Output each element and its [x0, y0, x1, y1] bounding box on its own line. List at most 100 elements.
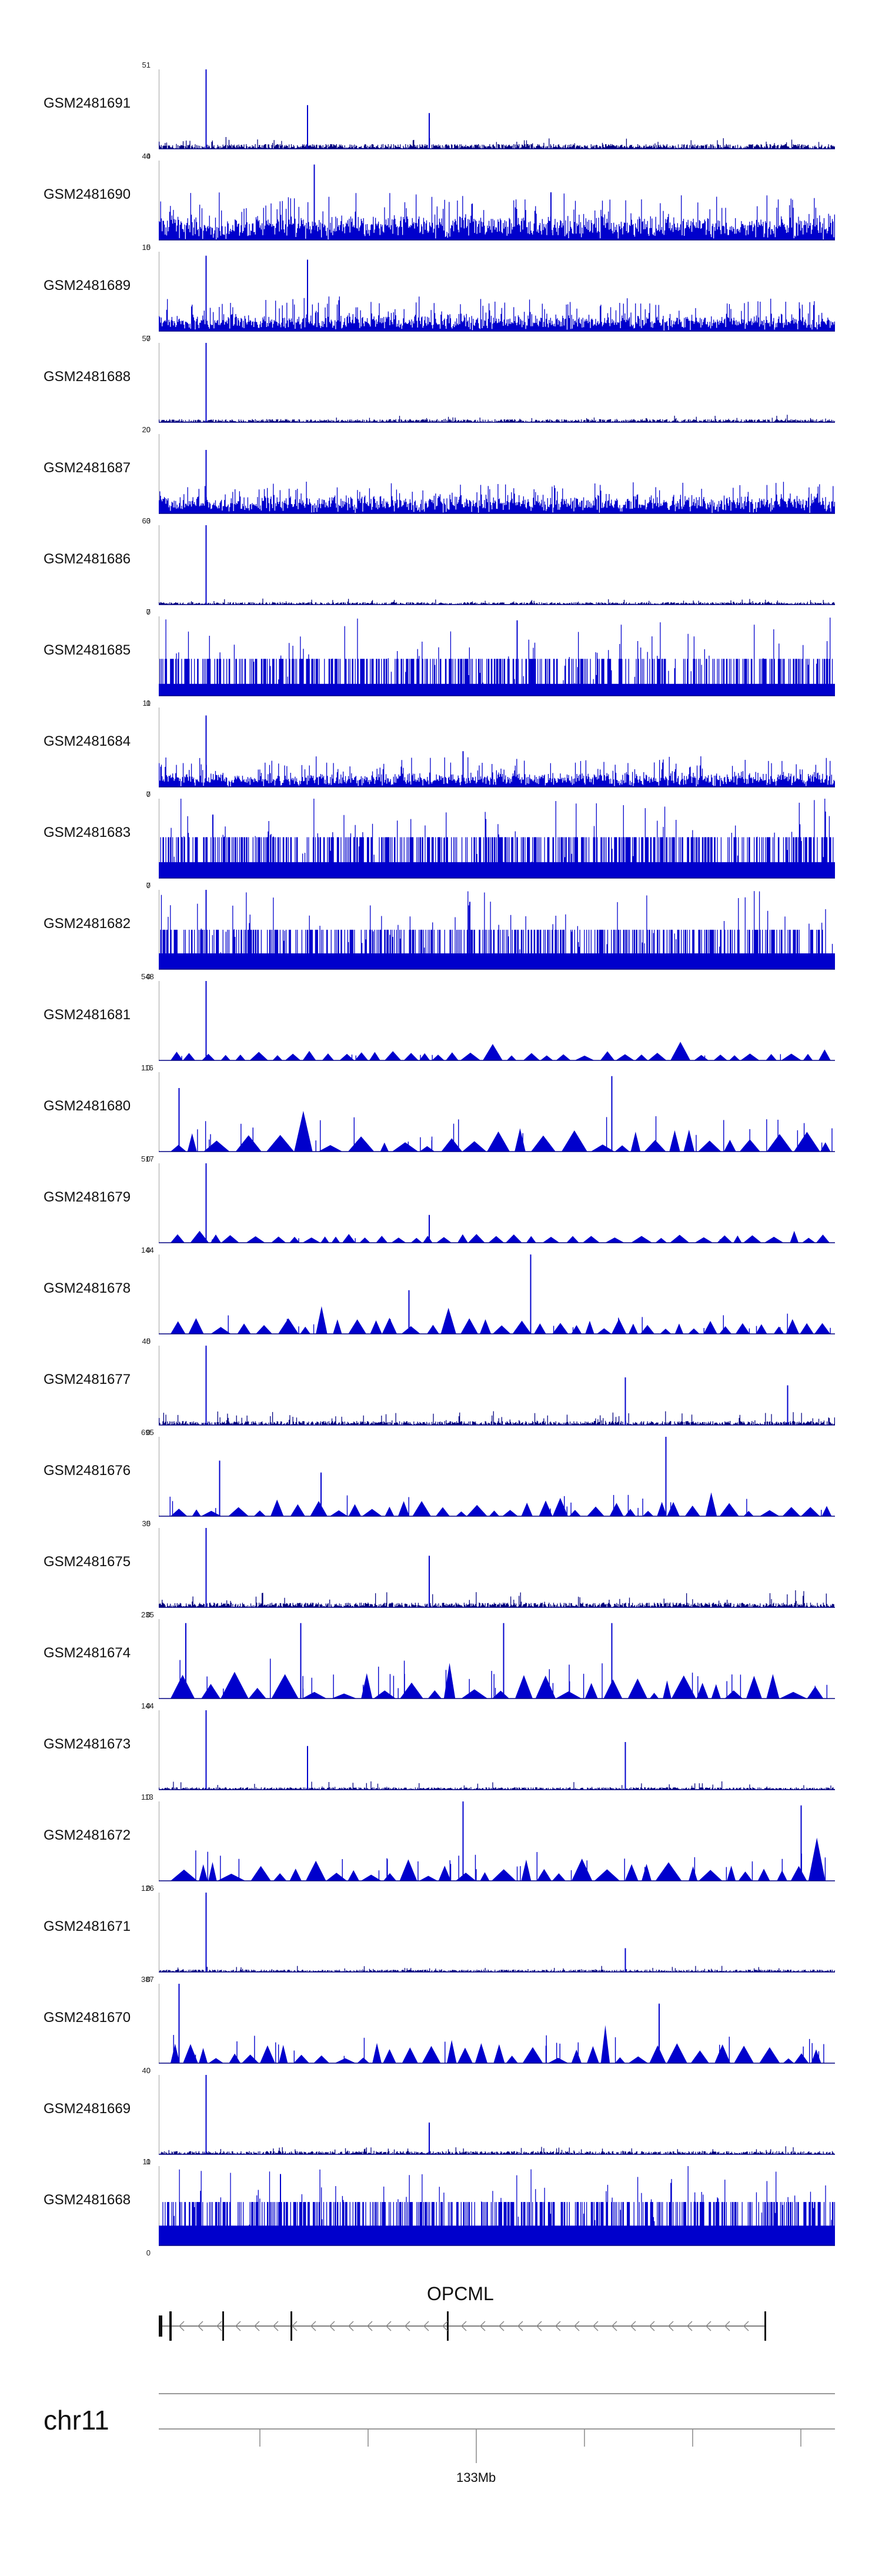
track-label: GSM2481686	[44, 551, 131, 567]
y-max-label: 7	[146, 790, 151, 799]
strand-arrow	[197, 2321, 203, 2331]
track-GSM2481673: GSM2481673 144 0	[0, 1701, 882, 1801]
strand-arrow	[498, 2321, 505, 2331]
strand-arrow	[592, 2321, 599, 2331]
y-min-label: 0	[146, 1154, 151, 1163]
gene-exon	[169, 2311, 172, 2341]
strand-arrow	[573, 2321, 580, 2331]
strand-arrow	[705, 2321, 711, 2331]
signal-series	[159, 1254, 835, 1334]
strand-arrow	[536, 2321, 542, 2331]
signal-plot	[159, 69, 835, 149]
y-min-label: 0	[146, 1884, 151, 1893]
tick-label-133mb: 133Mb	[456, 2470, 496, 2485]
signal-area	[159, 1411, 835, 1425]
signal-area	[171, 1306, 831, 1334]
strand-arrow	[235, 2321, 241, 2331]
strand-arrow	[442, 2321, 448, 2331]
gene-exon	[764, 2311, 766, 2341]
y-max-label: 7	[146, 608, 151, 616]
signal-series	[159, 1163, 835, 1243]
track-label: GSM2481690	[44, 186, 131, 202]
track-label: GSM2481682	[44, 916, 131, 932]
chromosome-axis: chr11 133Mb	[0, 2388, 882, 2517]
strand-arrow	[178, 2321, 185, 2331]
y-max-label: 116	[141, 1063, 153, 1072]
track-GSM2481680: GSM2481680 116 0	[0, 1063, 882, 1163]
y-max-label: 35	[142, 1519, 151, 1528]
y-max-label: 40	[142, 2066, 151, 2075]
y-max-label: 20	[142, 425, 151, 434]
track-label: GSM2481670	[44, 2010, 131, 2026]
y-max-label: 387	[141, 1975, 154, 1984]
signal-series	[159, 1893, 835, 1973]
track-label: GSM2481689	[44, 278, 131, 293]
y-min-label: 0	[146, 1610, 151, 1619]
track-label: GSM2481668	[44, 2192, 131, 2208]
track-GSM2481672: GSM2481672 113 0	[0, 1793, 882, 1893]
signal-series	[159, 164, 835, 241]
y-min-label: 0	[146, 334, 151, 343]
signal-area	[159, 192, 835, 240]
strand-arrow	[216, 2321, 222, 2331]
signal-area	[159, 137, 835, 149]
y-max-label: 11	[142, 699, 151, 708]
y-min-label: 0	[146, 1428, 151, 1437]
track-GSM2481690: GSM2481690 44 0	[0, 152, 882, 252]
signal-plot	[159, 2166, 835, 2246]
signal-plot	[159, 1072, 835, 1152]
y-min-label: 0	[146, 516, 151, 525]
track-label: GSM2481684	[44, 733, 131, 749]
y-max-label: 144	[141, 1246, 154, 1254]
track-GSM2481679: GSM2481679 517 0	[0, 1154, 882, 1254]
y-max-label: 45	[142, 1337, 151, 1346]
signal-area	[159, 1590, 835, 1607]
signal-area	[159, 1966, 835, 1972]
track-GSM2481689: GSM2481689 15 0	[0, 243, 882, 343]
signal-plot	[159, 1801, 835, 1881]
strand-arrow	[554, 2321, 561, 2331]
y-min-label: 0	[146, 1337, 151, 1346]
track-label: GSM2481683	[44, 825, 131, 840]
gene-track: OPCML	[0, 2270, 882, 2353]
strand-arrow	[423, 2321, 429, 2331]
y-min-label: 0	[146, 1793, 151, 1801]
signal-area	[159, 2166, 835, 2245]
track-label: GSM2481685	[44, 642, 131, 658]
gene-label: OPCML	[427, 2283, 494, 2304]
strand-arrow	[272, 2321, 279, 2331]
strand-arrow	[611, 2321, 617, 2331]
signal-plot	[159, 525, 835, 605]
track-GSM2481684: GSM2481684 11 0	[0, 699, 882, 799]
signal-series	[159, 69, 835, 149]
y-min-label: 0	[146, 243, 151, 252]
signal-series	[159, 1528, 835, 1608]
track-GSM2481688: GSM2481688 57 0	[0, 334, 882, 434]
signal-plot	[159, 616, 835, 696]
track-GSM2481671: GSM2481671 126 0	[0, 1884, 882, 1984]
track-label: GSM2481679	[44, 1189, 131, 1205]
signal-series	[159, 1984, 835, 2064]
signal-series	[159, 715, 835, 788]
y-min-label: 0	[146, 2157, 151, 2166]
signal-plot	[159, 1163, 835, 1243]
y-max-label: 235	[141, 1610, 154, 1619]
signal-area	[159, 296, 835, 331]
track-label: GSM2481676	[44, 1463, 131, 1479]
strand-arrow	[329, 2321, 335, 2331]
signal-area	[159, 481, 835, 513]
track-label: GSM2481680	[44, 1098, 131, 1114]
y-max-label: 51	[142, 61, 151, 69]
signal-plot	[159, 708, 835, 788]
signal-plot	[159, 1528, 835, 1608]
y-max-label: 7	[146, 881, 151, 890]
strand-arrow	[310, 2321, 316, 2331]
signal-plot	[159, 1619, 835, 1699]
y-min-label: 0	[146, 699, 151, 708]
signal-area	[171, 1230, 830, 1243]
signal-series	[159, 525, 835, 605]
track-GSM2481669: GSM2481669 40 0	[0, 2066, 882, 2166]
signal-plot	[159, 1254, 835, 1334]
track-GSM2481691: GSM2481691 51 0	[0, 61, 882, 161]
gene-model	[159, 2311, 766, 2341]
